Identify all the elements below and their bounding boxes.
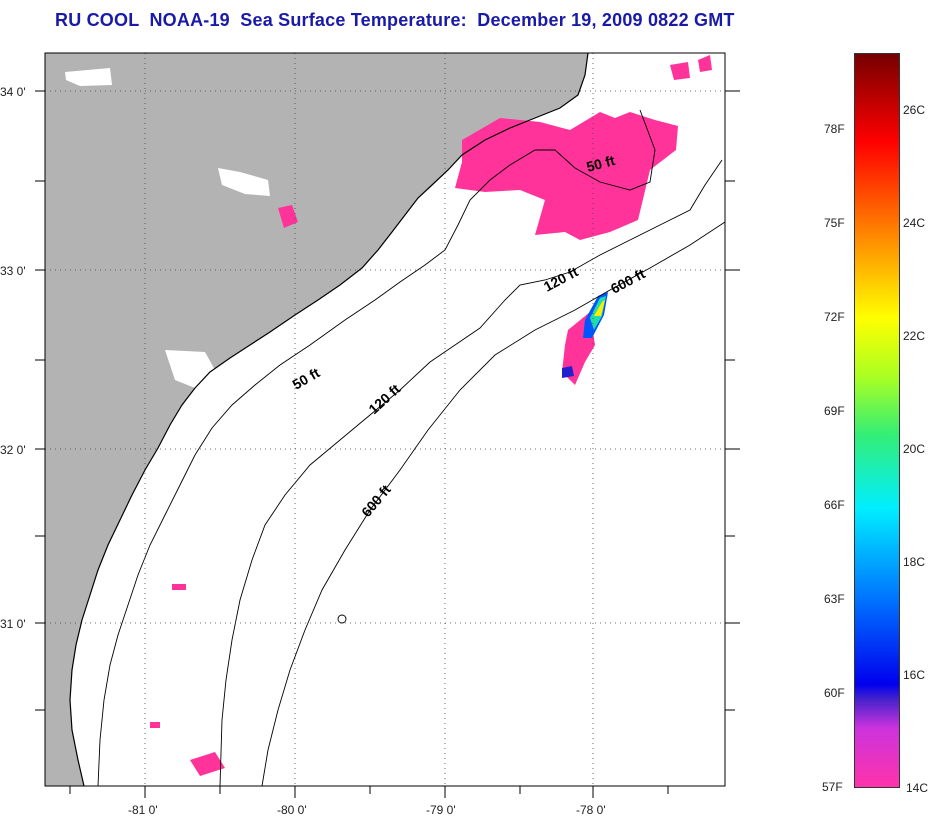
lon-label: -80 0' <box>277 803 307 817</box>
gulf-stream-streak <box>562 292 608 378</box>
colorbar-label-f: 72F <box>824 310 845 324</box>
lake-1 <box>65 68 112 86</box>
coastline <box>69 52 589 787</box>
colorbar-label-f: 63F <box>824 592 845 606</box>
isobath-120ft <box>219 159 723 787</box>
lake-3 <box>165 350 215 388</box>
colorbar-label-c: 16C <box>903 668 926 682</box>
colorbar-label-f: 60F <box>824 686 845 700</box>
land-mass <box>45 53 588 786</box>
colorbar-label-c: 18C <box>903 555 926 569</box>
plot-frame <box>44 52 726 787</box>
lat-label: 31 0' <box>0 617 26 631</box>
temperature-colorbar <box>854 53 900 788</box>
lat-label: 33 0' <box>0 264 26 278</box>
colorbar-label-c: 14C <box>906 781 929 795</box>
isobath-50ft <box>97 109 656 787</box>
depth-label-50ft-north: 50 ft <box>585 152 617 175</box>
colorbar-label-f: 69F <box>824 404 845 418</box>
isobath-600ft <box>261 221 726 787</box>
colorbar-label-c: 22C <box>903 329 926 343</box>
colorbar-label-f: 78F <box>824 122 845 136</box>
lon-label: -78 0' <box>576 803 606 817</box>
lon-label: -79 0' <box>426 803 456 817</box>
map-title: RU COOL NOAA-19 Sea Surface Temperature:… <box>55 10 735 30</box>
grid-lines <box>45 53 725 786</box>
colorbar-label-f: 75F <box>824 216 845 230</box>
colorbar-label-f: 57F <box>822 780 843 794</box>
lon-label: -81 0' <box>128 803 158 817</box>
colorbar-label-f: 66F <box>824 498 845 512</box>
colorbar-label-c: 20C <box>903 442 926 456</box>
tick-marks <box>35 90 740 798</box>
lake-2 <box>218 168 270 196</box>
colorbar-label-c: 24C <box>903 216 926 230</box>
lat-label: 34 0' <box>0 85 26 99</box>
colorbar-label-c: 26C <box>903 103 926 117</box>
lat-label: 32 0' <box>0 443 26 457</box>
seamount-contour <box>337 614 347 624</box>
